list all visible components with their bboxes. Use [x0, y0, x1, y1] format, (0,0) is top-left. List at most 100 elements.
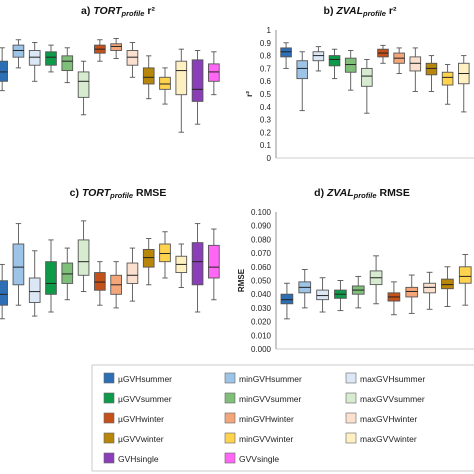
y-tick-label: 0.030 — [251, 304, 272, 313]
y-tick-label: 0.6 — [260, 77, 272, 86]
legend-label: minGVHsummer — [239, 374, 302, 384]
box-iqr — [441, 71, 454, 86]
y-tick-label: 0.070 — [251, 249, 272, 258]
y-axis-label: RMSE — [237, 268, 246, 292]
panel-title-part: b) — [324, 5, 337, 17]
y-tick-label: 0.7 — [260, 64, 272, 73]
box-plot-mark — [0, 47, 8, 92]
box-iqr — [423, 282, 436, 294]
box-iqr — [159, 243, 171, 263]
legend-swatch — [103, 452, 115, 464]
box-plot-mark — [0, 263, 8, 320]
box-plot-mark — [298, 269, 312, 309]
y-tick-label: 0.8 — [260, 52, 272, 61]
box-plot-mark — [110, 261, 122, 309]
box-iqr — [0, 60, 8, 82]
box-iqr — [77, 71, 90, 98]
panel-title-part: c) — [70, 187, 82, 199]
box-iqr — [45, 51, 57, 66]
box-iqr — [208, 244, 220, 279]
panel-c-tort-rmse: c) TORTprofile RMSE — [0, 187, 220, 320]
box-plot-mark — [126, 41, 139, 78]
panel-title-part: r² — [144, 5, 155, 17]
box-plot-mark — [175, 243, 188, 288]
box-iqr — [296, 60, 309, 80]
panel-title: b) ZVALprofile r² — [324, 5, 397, 18]
box-plot-mark — [369, 255, 383, 305]
box-plot-mark — [12, 223, 25, 306]
y-tick-label: 0.4 — [260, 103, 272, 112]
y-tick-label: 0.080 — [251, 235, 272, 244]
legend-swatch — [345, 392, 357, 404]
box-plot-mark — [387, 281, 401, 316]
y-tick-label: 0.040 — [251, 290, 272, 299]
box-plot-mark — [208, 228, 220, 301]
box-plot-mark — [28, 41, 41, 82]
box-iqr — [61, 262, 74, 284]
box-iqr — [126, 50, 139, 66]
panel-a-tort-r2: a) TORTprofile r² — [0, 5, 220, 133]
legend-swatch — [103, 372, 115, 384]
box-plot-mark — [175, 48, 188, 133]
legend-label: minGVHwinter — [239, 414, 294, 424]
y-tick-label: 0.3 — [260, 116, 272, 125]
y-tick-label: 0.090 — [251, 222, 272, 231]
legend-swatch — [345, 412, 357, 424]
box-iqr — [61, 55, 74, 72]
panel-title-part: RMSE — [377, 187, 410, 199]
panel-title-part: RMSE — [133, 187, 166, 199]
y-tick-label: 0.1 — [260, 141, 272, 150]
box-plot-mark — [280, 282, 294, 320]
legend-label: maxGVVwinter — [360, 434, 417, 444]
legend-swatch — [345, 372, 357, 384]
y-tick-label: 0.020 — [251, 318, 272, 327]
box-iqr — [280, 47, 292, 58]
box-iqr — [28, 277, 41, 303]
box-plot-mark — [312, 46, 325, 72]
box-plot-mark — [142, 238, 155, 286]
legend-label: GVVsingle — [239, 454, 279, 464]
box-plot-mark — [458, 254, 472, 306]
legend-label: maxGVHsummer — [360, 374, 425, 384]
box-plot-mark — [45, 44, 57, 73]
box-iqr — [77, 239, 90, 276]
legend-swatch — [103, 392, 115, 404]
box-plot-mark — [159, 67, 171, 105]
y-tick-label: 0.050 — [251, 277, 272, 286]
box-plot-mark — [77, 220, 90, 293]
legend-label: µGVHwinter — [118, 414, 164, 424]
legend-swatch — [224, 452, 236, 464]
box-iqr — [28, 50, 41, 66]
panel-b-zval-r2: b) ZVALprofile r² 0 0.1 0.2 0.3 0.4 0.5 0.6 0.7 0… — [245, 5, 474, 163]
legend-label: µGVVwinter — [118, 434, 164, 444]
panel-title-part: r² — [386, 5, 397, 17]
box-plot-mark — [296, 51, 309, 112]
y-tick-label: 0.5 — [260, 90, 272, 99]
legend-swatch — [224, 412, 236, 424]
box-plot-mark — [159, 231, 171, 279]
legend-label: µGVVsummer — [118, 394, 172, 404]
box-plot-mark — [126, 247, 139, 302]
box-iqr — [191, 59, 204, 102]
y-tick-label: 1 — [267, 26, 272, 35]
box-plot-mark — [377, 44, 389, 64]
box-plot-mark — [405, 274, 419, 314]
box-iqr — [12, 44, 25, 58]
box-plot-mark — [409, 47, 422, 92]
box-plot-mark — [142, 55, 155, 100]
legend-swatch — [224, 392, 236, 404]
y-tick-label: 0.010 — [251, 331, 272, 340]
box-plot-mark — [425, 55, 438, 92]
panel-title: c) TORTprofile RMSE — [70, 187, 167, 200]
box-plot-mark — [208, 51, 220, 96]
box-plot-mark — [12, 39, 25, 69]
box-iqr — [458, 266, 472, 284]
box-iqr — [409, 56, 422, 72]
box-plot-mark — [28, 250, 41, 317]
box-plot-mark — [334, 280, 347, 312]
box-plot-mark — [191, 223, 204, 313]
box-plot-mark — [94, 39, 106, 62]
box-iqr — [316, 289, 329, 301]
box-iqr — [45, 261, 57, 295]
